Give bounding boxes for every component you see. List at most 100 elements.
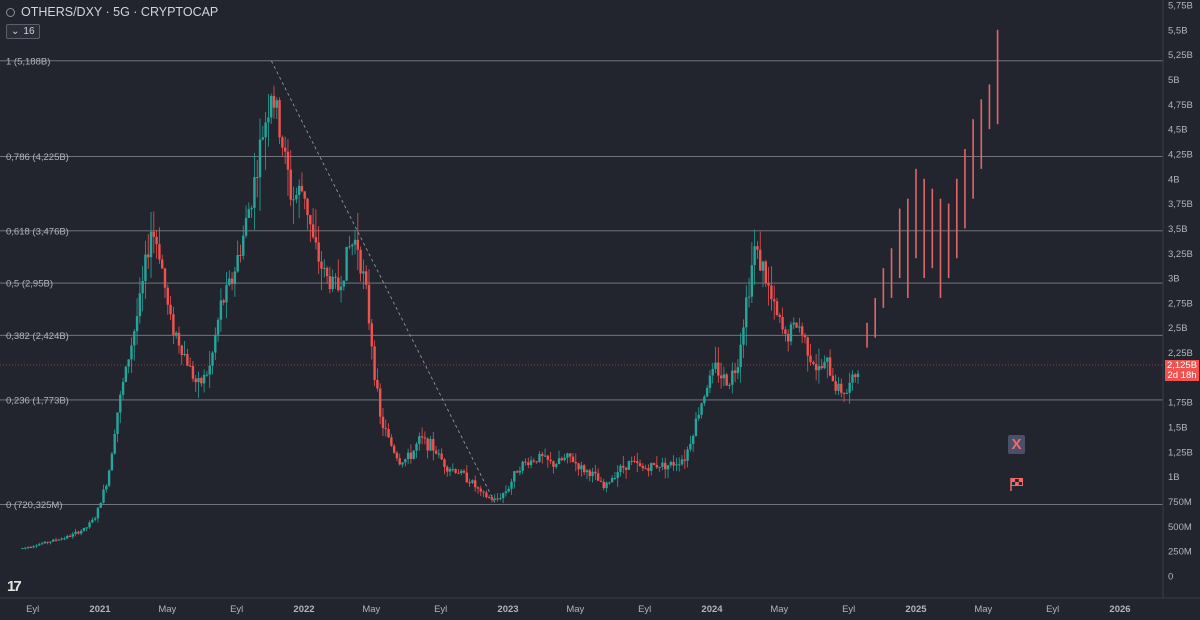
candle-body <box>297 185 301 195</box>
candle-body <box>208 365 211 375</box>
candle-body <box>300 185 304 192</box>
candle-body <box>826 357 829 362</box>
candle-body <box>457 472 460 474</box>
candle-body <box>152 231 156 237</box>
candle-body <box>275 100 278 108</box>
candle-body <box>269 95 273 118</box>
candle-body <box>88 522 91 528</box>
candle-body <box>200 377 203 384</box>
candle-body <box>747 296 751 298</box>
candle-body <box>493 498 496 500</box>
candle-body <box>211 352 214 366</box>
x-tick-label: 2026 <box>1109 604 1130 615</box>
candle-body <box>739 344 742 368</box>
candle-body <box>205 374 209 376</box>
y-tick-label: 2,75B <box>1168 298 1193 309</box>
candle-body <box>440 453 443 460</box>
candle-body <box>351 244 354 247</box>
current-price-value: 2,125B <box>1166 360 1198 371</box>
candle-body <box>295 194 298 200</box>
x-tick-label: May <box>158 604 176 615</box>
candle-body <box>426 438 429 451</box>
candle-body <box>337 277 340 291</box>
y-tick-label: 4B <box>1168 174 1180 185</box>
symbol-title[interactable]: OTHERS/DXY · 5G · CRYPTOCAP <box>6 5 218 19</box>
y-tick-label: 4,5B <box>1168 125 1188 136</box>
candle-body <box>420 436 424 438</box>
candle-body <box>404 459 407 463</box>
current-price-tag: 2,125B 2d 18h <box>1165 360 1199 381</box>
candle-body <box>736 367 740 373</box>
candle-body <box>26 547 30 549</box>
candle-body <box>845 392 849 394</box>
candle-body <box>325 267 329 277</box>
candle-body <box>476 487 480 489</box>
candle-body <box>694 418 698 436</box>
candle-body <box>124 366 128 382</box>
candle-body <box>230 278 234 284</box>
candle-body <box>722 374 726 379</box>
y-tick-label: 1,75B <box>1168 398 1193 409</box>
x-tick-label: 2022 <box>293 604 314 615</box>
candle-body <box>415 443 418 451</box>
y-tick-label: 5B <box>1168 75 1180 86</box>
candle-body <box>448 469 452 472</box>
chevron-down-icon: ⌄ <box>11 26 20 37</box>
candle-body <box>79 530 83 534</box>
candle-body <box>169 304 172 315</box>
candle-body <box>244 218 248 236</box>
candle-body <box>314 237 318 243</box>
candle-body <box>381 416 385 429</box>
candle-body <box>292 199 295 201</box>
candle-body <box>524 461 527 463</box>
candle-body <box>149 231 153 258</box>
candle-body <box>756 246 759 250</box>
candle-body <box>742 327 745 345</box>
y-tick-label: 4,25B <box>1168 149 1193 160</box>
x-tick-label: May <box>362 604 380 615</box>
candle-body <box>261 137 265 140</box>
candle-body <box>468 482 471 484</box>
candle-body <box>624 467 628 470</box>
candle-body <box>141 280 144 294</box>
candle-body <box>29 547 33 549</box>
candle-body <box>719 375 723 379</box>
candle-body <box>180 345 183 355</box>
indicator-collapse-button[interactable]: ⌄ 16 <box>6 24 40 39</box>
candle-body <box>582 465 586 473</box>
candle-body <box>778 314 781 317</box>
candle-body <box>745 297 748 328</box>
candle-body <box>487 497 491 499</box>
candle-body <box>46 541 49 543</box>
candle-body <box>594 471 597 474</box>
candle-body <box>770 285 773 300</box>
indicator-count: 16 <box>23 26 35 37</box>
candle-body <box>138 293 142 317</box>
candle-body <box>144 254 147 281</box>
candle-body <box>216 319 220 335</box>
candle-body <box>630 460 633 462</box>
candle-body <box>675 464 678 466</box>
checkered-flag-icon[interactable] <box>1009 476 1025 492</box>
x-badge-icon[interactable]: X <box>1008 435 1025 454</box>
candle-body <box>557 458 561 465</box>
y-tick-label: 3B <box>1168 274 1180 285</box>
trend-line <box>271 60 497 505</box>
candle-body <box>518 470 522 473</box>
candle-body <box>759 249 762 271</box>
candle-body <box>661 462 664 467</box>
candle-body <box>697 414 700 419</box>
candle-body <box>367 284 371 324</box>
y-tick-label: 2,5B <box>1168 323 1188 334</box>
candle-body <box>376 379 379 389</box>
candle-body <box>535 461 538 463</box>
x-tick-label: Eyl <box>638 604 651 615</box>
candle-body <box>789 324 793 342</box>
candle-body <box>462 470 466 473</box>
candle-body <box>38 544 41 546</box>
candle-body <box>473 480 477 488</box>
candle-body <box>161 259 164 269</box>
candle-body <box>552 461 555 467</box>
